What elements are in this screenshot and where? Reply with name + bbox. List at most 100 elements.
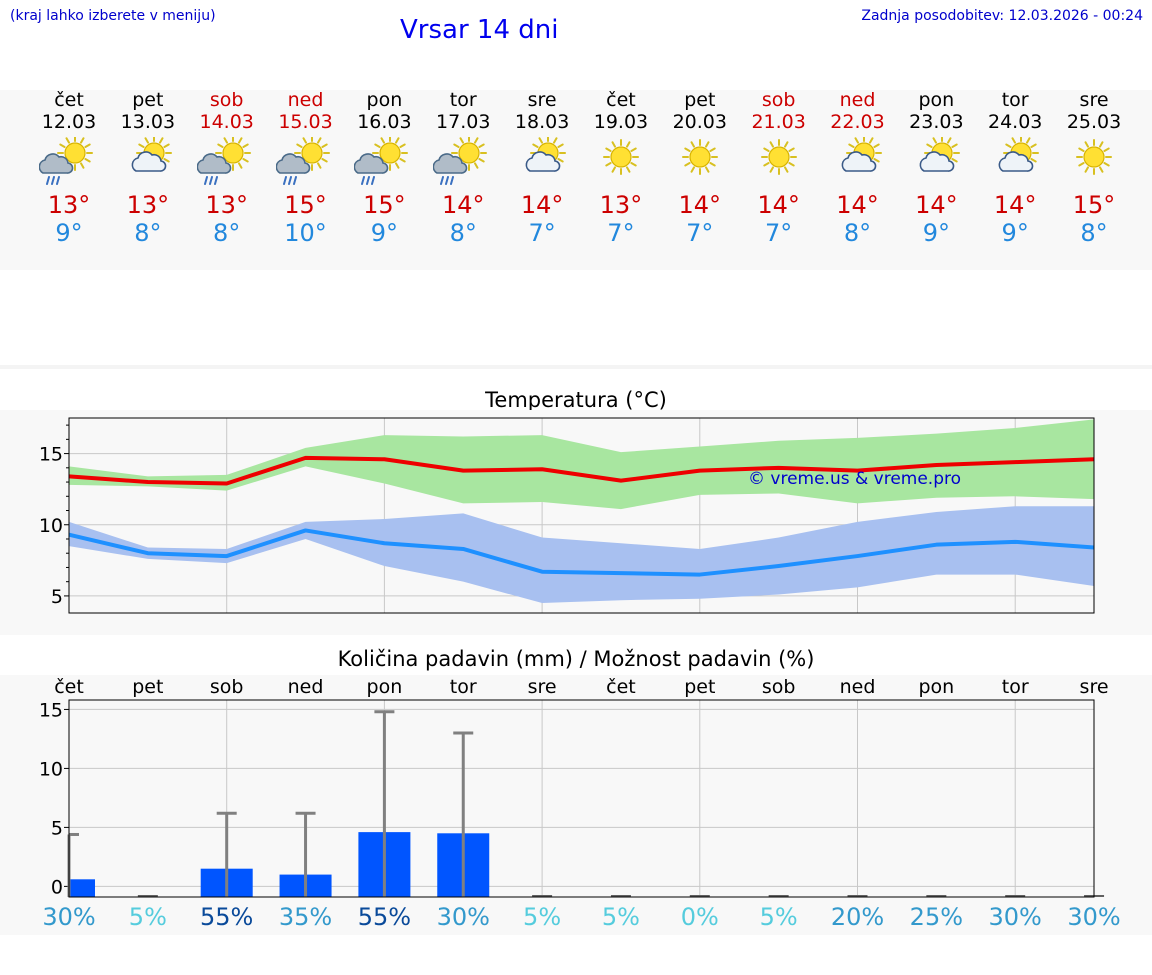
precipitation-probability: 5% xyxy=(759,903,798,931)
day-name: ned xyxy=(839,89,876,111)
max-temperature: 13° xyxy=(126,191,170,219)
forecast-day: čet 12.03 13° 9° xyxy=(29,89,109,247)
max-temperature: 15° xyxy=(363,191,406,219)
day-name: ned xyxy=(287,89,324,111)
day-name: sob xyxy=(761,89,796,111)
precipitation-probability: 55% xyxy=(200,903,254,931)
sun-cloud-icon xyxy=(525,137,567,172)
precipitation-probability: 5% xyxy=(128,903,167,931)
min-temperature: 7° xyxy=(765,219,793,247)
day-name: pon xyxy=(366,89,403,111)
day-date: 16.03 xyxy=(357,111,412,133)
sun-cloud-rain-icon xyxy=(433,137,488,185)
day-temperatures: 14° 8° xyxy=(818,191,898,247)
sun-cloud-icon xyxy=(131,137,172,172)
min-temperature: 8° xyxy=(1080,219,1108,247)
day-date: 14.03 xyxy=(199,111,254,133)
watermark: © vreme.us & vreme.pro xyxy=(748,469,961,489)
precipitation-chart-title: Količina padavin (mm) / Možnost padavin … xyxy=(337,647,815,671)
min-temperature-line xyxy=(68,528,1095,577)
daily-forecast-panel: čet 12.03 13° 9° pet 13.03 13° 8° sob 14.03 13° 8° n… xyxy=(0,89,1152,270)
day-date: 20.03 xyxy=(672,111,727,133)
min-temperature: 8° xyxy=(843,219,872,247)
category-label: pon xyxy=(918,676,954,698)
category-label: ned xyxy=(840,676,876,698)
max-temperature: 14° xyxy=(757,191,800,219)
min-temperature: 7° xyxy=(607,219,635,247)
day-date: 23.03 xyxy=(909,111,964,133)
precipitation-probability: 20% xyxy=(830,903,885,931)
forecast-day: tor 17.03 14° 8° xyxy=(423,89,503,247)
max-temperature-range-band xyxy=(69,419,1094,510)
plot-area xyxy=(69,700,1094,897)
category-label: pet xyxy=(684,676,715,698)
location-menu-note: (kraj lahko izberete v meniju) xyxy=(10,8,216,24)
precipitation-probability: 30% xyxy=(1067,903,1121,931)
day-name: sob xyxy=(209,89,244,111)
forecast-day: pon 16.03 15° 9° xyxy=(344,89,424,247)
last-updated: Zadnja posodobitev: 12.03.2026 - 00:24 xyxy=(861,8,1143,24)
day-date: 22.03 xyxy=(830,111,885,133)
max-temperature: 15° xyxy=(284,191,327,219)
max-temperature: 14° xyxy=(520,191,564,219)
precipitation-chart: čet pet sob ned pon tor sre čet pet sob ned pon tor s… xyxy=(39,676,1109,898)
forecast-day: ned 22.03 14° 8° xyxy=(818,89,898,247)
y-tick-label: 15 xyxy=(39,699,63,721)
day-date: 18.03 xyxy=(514,111,570,133)
sun-cloud-rain-icon xyxy=(196,137,251,185)
min-temperature: 8° xyxy=(213,219,241,247)
sun-cloud-icon xyxy=(998,137,1040,172)
min-temperature: 9° xyxy=(55,219,83,247)
precipitation-probability: 25% xyxy=(909,903,964,931)
category-label: pon xyxy=(367,676,403,698)
max-temperature: 14° xyxy=(836,191,879,219)
precipitation-probability: 30% xyxy=(436,903,490,931)
category-label: čet xyxy=(606,676,636,698)
max-temperature: 14° xyxy=(441,191,485,219)
category-label: sre xyxy=(1080,676,1109,698)
min-temperature: 7° xyxy=(686,219,714,247)
y-tick-label: 15 xyxy=(39,444,63,466)
separator xyxy=(0,365,1152,369)
min-temperature: 10° xyxy=(284,219,327,247)
day-name: čet xyxy=(606,89,636,111)
day-temperatures: 15° 10° xyxy=(266,191,346,247)
plot-border xyxy=(68,417,1095,614)
day-date: 24.03 xyxy=(987,111,1043,133)
forecast-day: sre 18.03 14° 7° xyxy=(502,89,582,247)
category-label: ned xyxy=(288,676,324,698)
plot-border xyxy=(68,699,1095,898)
max-temperature: 14° xyxy=(993,191,1037,219)
y-tick-label: 10 xyxy=(39,758,63,780)
day-name: tor xyxy=(1001,89,1029,111)
precipitation-probability: 35% xyxy=(278,903,333,931)
day-temperatures: 14° 7° xyxy=(660,191,740,247)
min-temperature: 9° xyxy=(370,219,399,247)
day-name: tor xyxy=(449,89,477,111)
day-temperatures: 15° 9° xyxy=(344,191,424,247)
min-temperature-range-band xyxy=(69,506,1094,604)
max-temperature: 15° xyxy=(1072,191,1116,219)
day-temperatures: 14° 9° xyxy=(975,191,1055,247)
sun-cloud-icon xyxy=(841,137,882,172)
temperature-chart: 5 10 15 © vreme.us & vreme.pro xyxy=(39,417,1095,614)
min-temperature: 9° xyxy=(1001,219,1029,247)
forecast-day: sob 21.03 14° 7° xyxy=(739,89,819,247)
precipitation-probability: 30% xyxy=(42,903,96,931)
precipitation-probability: 5% xyxy=(523,903,562,931)
sun-cloud-rain-icon xyxy=(275,137,330,185)
day-date: 25.03 xyxy=(1066,111,1122,133)
y-tick-label: 5 xyxy=(51,817,63,839)
day-temperatures: 13° 9° xyxy=(29,191,109,247)
max-temperature: 13° xyxy=(47,191,91,219)
max-temperature: 13° xyxy=(205,191,248,219)
precipitation-probability: 5% xyxy=(601,903,640,931)
day-temperatures: 14° 7° xyxy=(739,191,819,247)
sun-icon xyxy=(1076,139,1113,175)
sun-cloud-icon xyxy=(919,137,961,172)
day-date: 13.03 xyxy=(120,111,176,133)
temperature-chart-title: Temperatura (°C) xyxy=(485,388,667,412)
min-temperature: 8° xyxy=(449,219,477,247)
temperature-chart-panel: 5 10 15 © vreme.us & vreme.pro xyxy=(0,410,1152,635)
precipitation-chart-panel: čet pet sob ned pon tor sre čet pet sob ned pon tor s… xyxy=(0,675,1152,935)
